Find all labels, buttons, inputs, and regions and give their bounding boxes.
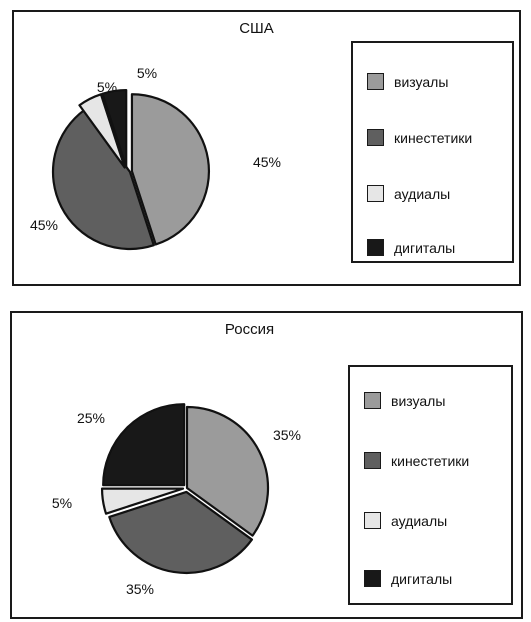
data-label-digitals: 25%: [77, 410, 105, 426]
legend-label: кинестетики: [394, 129, 473, 146]
legend-item-auditory: аудиалы: [367, 185, 450, 202]
legend-label: кинестетики: [391, 452, 470, 469]
legend-item-kinesthetics: кинестетики: [364, 452, 469, 469]
legend-label: дигиталы: [391, 570, 453, 587]
data-label-visuals: 45%: [253, 154, 281, 170]
legend-label: визуалы: [391, 392, 446, 409]
data-label-kinesthetics: 45%: [30, 217, 58, 233]
data-label-kinesthetics: 35%: [126, 581, 154, 597]
legend-swatch: [367, 239, 384, 256]
legend-item-digitals: дигиталы: [367, 239, 455, 256]
legend-label: визуалы: [394, 73, 449, 90]
pie-slice-visuals: [185, 405, 270, 537]
legend-swatch: [367, 129, 384, 146]
chart-panel-usa: США 45% 45% 5% 5% визуалы кинестетики аудиа…: [12, 10, 521, 286]
chart-title: США: [239, 20, 274, 37]
data-label-auditory: 5%: [52, 495, 72, 511]
pie-slice-digitals: [102, 403, 186, 487]
legend-item-kinesthetics: кинестетики: [367, 129, 472, 146]
legend-swatch: [367, 73, 384, 90]
data-label-digitals: 5%: [137, 65, 157, 81]
legend-swatch: [364, 512, 381, 529]
chart-title: Россия: [224, 321, 275, 338]
pie-chart-russia: 35% 35% 5% 25%: [52, 403, 301, 597]
legend-item-visuals: визуалы: [367, 73, 448, 90]
pie-slice-digitals: [101, 88, 128, 169]
legend: визуалы кинестетики аудиалы дигиталы: [348, 365, 513, 605]
legend-item-visuals: визуалы: [364, 392, 445, 409]
pie-chart-usa: 45%45%5%5%: [30, 65, 281, 251]
pie-slice-auditory: [100, 487, 185, 515]
pie-slice-kinesthetics: [51, 108, 155, 251]
pie-slice-kinesthetics: [108, 490, 254, 575]
legend-swatch: [364, 452, 381, 469]
legend-swatch: [364, 570, 381, 587]
legend: визуалы кинестетики аудиалы дигиталы: [351, 41, 514, 263]
legend-swatch: [364, 392, 381, 409]
legend-swatch: [367, 185, 384, 202]
legend-item-digitals: дигиталы: [364, 570, 452, 587]
pie-slice-auditory: [78, 93, 126, 169]
legend-label: аудиалы: [391, 512, 448, 529]
data-label-visuals: 35%: [273, 427, 301, 443]
legend-label: дигиталы: [394, 239, 456, 256]
pie-slice-visuals: [130, 93, 211, 246]
legend-item-auditory: аудиалы: [364, 512, 447, 529]
chart-panel-russia: Россия 35% 35% 5% 25% визуалы кинестетики а…: [10, 311, 523, 619]
legend-label: аудиалы: [394, 185, 451, 202]
